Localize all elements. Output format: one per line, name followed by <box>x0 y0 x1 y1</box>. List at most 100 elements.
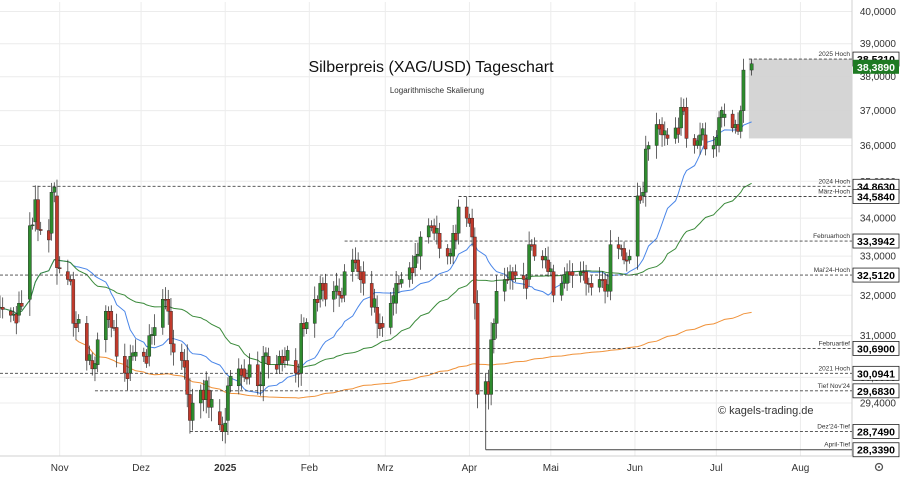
candle-body <box>93 363 97 370</box>
level-label: 2024 Hoch <box>819 178 851 185</box>
candle-body <box>700 128 705 136</box>
price-tag-box <box>852 365 900 381</box>
price-tag-label: 28,7490 <box>857 426 895 438</box>
candle-body <box>388 303 393 328</box>
candle-body <box>144 356 149 364</box>
candle-body <box>14 313 19 324</box>
candle-body <box>57 267 62 269</box>
candle-body <box>494 291 499 324</box>
candle-body <box>242 368 247 378</box>
candle-body <box>646 145 651 150</box>
y-tick-label: 37,0000 <box>860 106 897 117</box>
candle-body <box>410 267 415 274</box>
x-tick-label: 2025 <box>214 463 237 474</box>
candle-body <box>36 199 40 230</box>
candle-body <box>361 271 366 284</box>
candle-body <box>114 327 119 357</box>
candle-body <box>323 283 328 300</box>
candle-body <box>274 364 279 370</box>
candle-body <box>654 124 659 146</box>
candle-body <box>261 356 265 387</box>
settings-gear-icon[interactable] <box>874 462 884 472</box>
candle-body <box>74 323 78 328</box>
candle-body <box>372 298 377 308</box>
candle-body <box>38 229 43 231</box>
candle-body <box>85 323 89 361</box>
price-tag-box <box>852 267 900 283</box>
candle-body <box>722 113 727 118</box>
y-tick-label: 38,0000 <box>860 72 897 83</box>
price-tag-box <box>852 233 900 249</box>
candle-body <box>703 134 708 150</box>
candle-body <box>711 145 716 150</box>
price-tag-box <box>852 341 900 356</box>
candle-body <box>527 244 531 280</box>
x-tick-label: Jun <box>627 463 643 474</box>
candle-body <box>128 356 133 374</box>
candlesticks <box>0 58 754 444</box>
x-tick-label: Jul <box>710 463 723 474</box>
candle-body <box>147 335 152 357</box>
level-label: 2025 Hoch <box>819 51 851 58</box>
ma-mid-line <box>0 182 752 368</box>
candle-body <box>125 372 130 379</box>
candle-body <box>426 225 431 238</box>
candle-body <box>749 63 754 71</box>
candle-body <box>255 364 260 387</box>
candle-body <box>679 107 683 129</box>
candle-body <box>565 271 569 284</box>
candle-body <box>293 360 298 374</box>
watermark: © kagels-trading.de <box>718 405 814 417</box>
level-label: 2021 Hoch <box>819 365 851 372</box>
candle-body <box>741 69 746 111</box>
candle-body <box>665 134 670 139</box>
price-tag-label: 28,3390 <box>857 445 895 457</box>
candle-body <box>513 271 518 276</box>
x-tick-label: Nov <box>51 463 69 474</box>
price-levels: 2025 Hoch 2024 Hoch März-Hoch Februarhoch Ma… <box>0 51 852 451</box>
candle-body <box>638 195 643 201</box>
candle-body <box>492 323 496 340</box>
candle-body <box>166 299 171 312</box>
candle-body <box>169 311 173 345</box>
candle-body <box>578 271 583 276</box>
level-label: Dez'24-Tief <box>817 423 850 430</box>
candle-body <box>266 356 271 365</box>
candle-body <box>662 130 667 136</box>
price-tag-box <box>852 189 900 204</box>
candle-body <box>524 279 529 289</box>
candle-body <box>47 230 51 241</box>
candle-body <box>236 368 241 387</box>
candle-body <box>559 283 564 296</box>
candle-body <box>505 279 510 281</box>
candle-body <box>641 192 645 197</box>
candle-body <box>152 327 157 336</box>
y-tick-label: 31,0000 <box>860 331 897 342</box>
candle-body <box>356 259 360 272</box>
y-tick-label: 34,0000 <box>860 214 897 225</box>
candle-body <box>622 248 626 261</box>
candle-body <box>299 323 303 374</box>
candle-body <box>464 206 469 219</box>
candle-body <box>342 271 347 296</box>
candle-body <box>66 271 70 280</box>
y-tick-label: 39,0000 <box>860 39 897 50</box>
candle-body <box>334 285 339 292</box>
candle-body <box>185 360 190 395</box>
price-tag-label: 34,5840 <box>857 192 895 204</box>
candle-body <box>635 195 640 257</box>
candle-body <box>738 110 743 132</box>
candle-body <box>608 244 613 292</box>
x-tick-label: Apr <box>462 463 478 474</box>
candle-body <box>451 233 455 257</box>
candle-body <box>551 271 556 296</box>
candle-body <box>717 117 721 146</box>
candle-body <box>209 399 214 408</box>
candle-body <box>369 283 374 308</box>
candle-body <box>161 299 165 328</box>
candle-body <box>179 351 184 361</box>
candle-body <box>123 356 127 374</box>
candle-body <box>445 248 450 257</box>
candle-body <box>719 109 724 118</box>
